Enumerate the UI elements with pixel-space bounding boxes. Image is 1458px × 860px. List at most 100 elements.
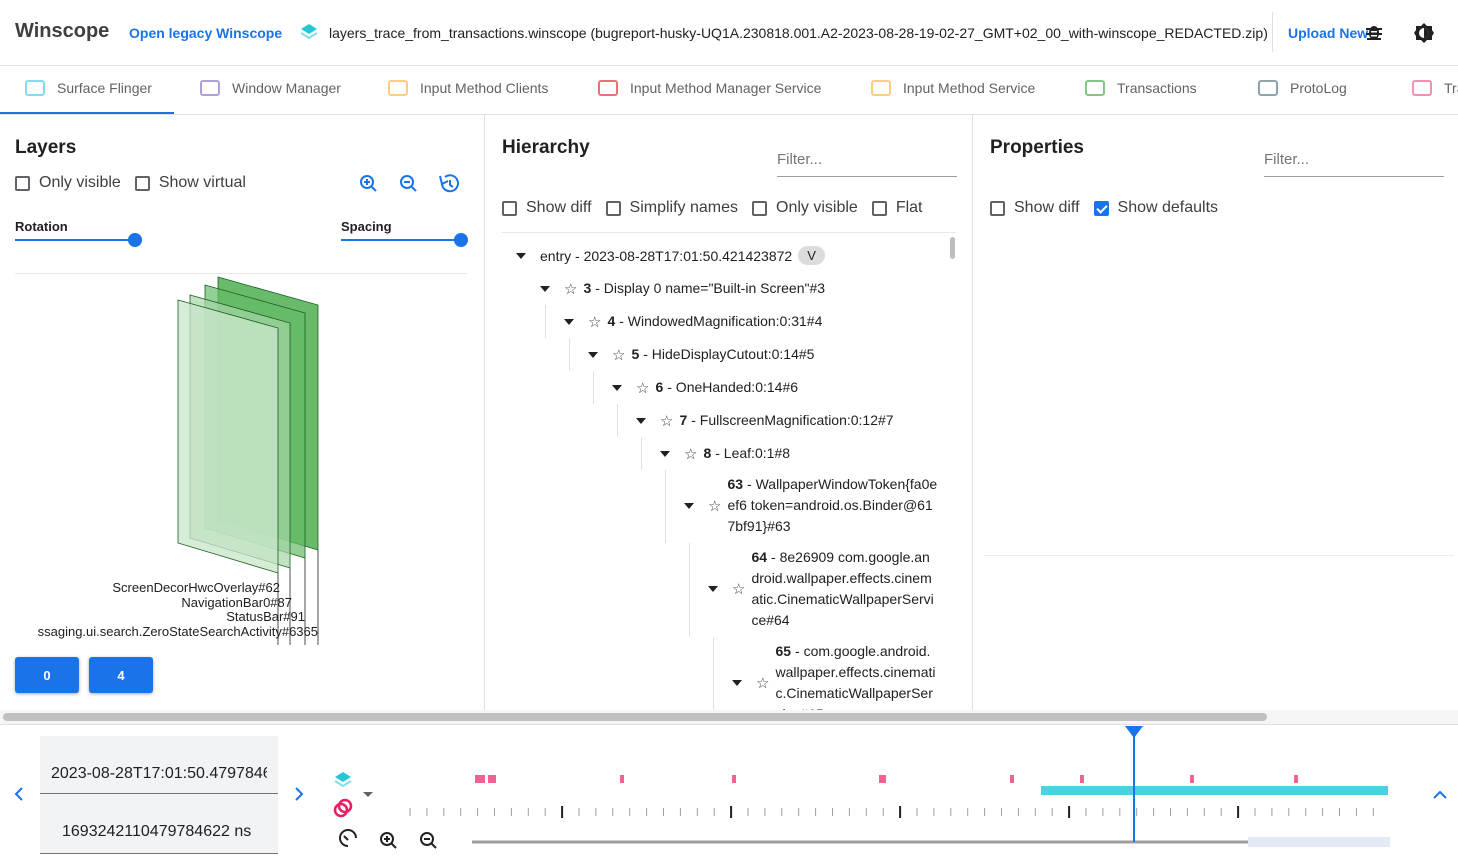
filter-input[interactable]: Filter... (777, 151, 957, 177)
upload-button[interactable]: Upload New (1288, 25, 1369, 41)
tree-node[interactable]: ☆ 8- Leaf:0:1#8 (502, 437, 956, 470)
expand-arrow[interactable] (612, 384, 622, 391)
checkbox-box[interactable] (752, 200, 768, 216)
checkbox[interactable]: Show defaults (1093, 199, 1218, 217)
tree-node[interactable]: ☆ 6- OneHanded:0:14#6 (502, 371, 956, 404)
timestamp-input[interactable]: 2023-08-28T17:01:50.479784622 (51, 765, 267, 782)
slider-thumb[interactable] (454, 233, 468, 247)
legacy-link[interactable]: Open legacy Winscope (129, 25, 283, 41)
checkbox-row: Only visible Show virtual (15, 174, 260, 196)
tree-node[interactable]: ☆ 65- com.google.android.wallpaper.effect… (502, 637, 956, 710)
trace-entry (732, 775, 736, 783)
slider-label: Rotation (15, 219, 68, 234)
zoom-in-button[interactable] (360, 175, 377, 192)
tree-node[interactable]: ☆ 3- Display 0 name="Built-in Screen"#3 (502, 272, 956, 305)
panel-title: Hierarchy (502, 137, 590, 158)
star-icon[interactable]: ☆ (588, 313, 602, 331)
divider (1272, 12, 1273, 52)
checkbox-box[interactable] (134, 175, 150, 191)
file-name: layers_trace_from_transactions.winscope … (329, 25, 1268, 41)
expand-arrow[interactable] (636, 417, 646, 424)
node-id: 5 (631, 346, 640, 362)
checkbox-row: Show diff Show defaults (990, 199, 1232, 221)
theme-toggle[interactable] (1413, 22, 1435, 44)
checkbox[interactable]: Show diff (990, 199, 1080, 217)
expand-arrow[interactable] (684, 502, 694, 509)
checkbox[interactable]: Show diff (502, 199, 592, 217)
star-icon[interactable]: ☆ (660, 412, 674, 430)
checkbox[interactable]: Only visible (15, 174, 121, 192)
checkbox-box[interactable] (15, 175, 30, 191)
tab[interactable]: Tra (1412, 80, 1458, 96)
node-label: 3- Display 0 name="Built-in Screen"#3 (583, 278, 825, 299)
tab[interactable]: ProtoLog (1258, 80, 1347, 96)
star-icon[interactable]: ☆ (756, 675, 770, 692)
checkbox-label: Show diff (526, 199, 592, 216)
expand-arrow[interactable] (708, 586, 718, 592)
node-name: - WallpaperWindowToken{fa0eef6 token=and… (727, 476, 938, 534)
checkbox-box[interactable] (605, 200, 621, 216)
node-label: 6- OneHanded:0:14#6 (655, 377, 798, 398)
tab-label: Input Method Service (903, 80, 1036, 96)
tab[interactable]: Input Method Manager Service (598, 80, 821, 96)
tree-node[interactable]: entry - 2023-08-28T17:01:50.421423872 V (516, 239, 825, 272)
expand-arrow[interactable] (516, 252, 526, 259)
tree-node[interactable]: ☆ 63- WallpaperWindowToken{fa0eef6 token=… (502, 470, 956, 543)
checkbox-box[interactable] (990, 200, 1005, 216)
checkbox[interactable]: Simplify names (605, 199, 738, 217)
star-icon[interactable]: ☆ (612, 346, 626, 364)
tree-node[interactable]: ☆ 4- WindowedMagnification:0:31#4 (502, 305, 956, 338)
expand-arrow[interactable] (540, 285, 550, 292)
tree-node[interactable]: ☆ 7- FullscreenMagnification:0:12#7 (502, 404, 956, 437)
tab-label: Input Method Clients (420, 80, 549, 96)
scrollbar (950, 237, 955, 259)
tab-label: ProtoLog (1290, 80, 1347, 96)
next-button[interactable] (292, 786, 306, 802)
slider-track (341, 239, 461, 241)
display-button[interactable]: 4 (89, 657, 153, 693)
checkbox-box[interactable] (502, 200, 517, 216)
tab[interactable]: Input Method Clients (388, 80, 548, 96)
tab-label: Transactions (1117, 80, 1197, 96)
checkbox[interactable]: Show virtual (134, 174, 246, 192)
bug-report-button[interactable] (1364, 22, 1384, 42)
node-id: 8 (703, 445, 712, 461)
node-name: - WindowedMagnification:0:31#4 (619, 313, 823, 329)
checkbox-box[interactable] (1093, 200, 1109, 216)
expand-arrow[interactable] (660, 450, 670, 457)
star-icon[interactable]: ☆ (708, 497, 722, 515)
panel-title: Layers (15, 137, 77, 158)
tab[interactable]: Window Manager (200, 80, 341, 96)
node-label: 8- Leaf:0:1#8 (703, 443, 790, 464)
checkbox-row: Show diff Simplify names Only visible Flat (502, 199, 937, 221)
expand-arrow[interactable] (588, 351, 598, 358)
expand-arrow[interactable] (564, 318, 574, 325)
tab-label: Window Manager (232, 80, 341, 96)
expand-arrow[interactable] (732, 680, 742, 686)
file-icon (300, 24, 318, 40)
tree-node[interactable]: ☆ 5- HideDisplayCutout:0:14#5 (502, 338, 956, 371)
zoom-out-button[interactable] (400, 175, 417, 192)
tab[interactable]: Surface Flinger (25, 80, 152, 96)
display-button[interactable]: 0 (15, 657, 79, 693)
tab[interactable]: Input Method Service (871, 80, 1035, 96)
star-icon[interactable]: ☆ (684, 445, 698, 463)
checkbox[interactable]: Flat (871, 199, 923, 217)
tree-node[interactable]: ☆ 64- 8e26909 com.google.android.wallpape… (502, 543, 956, 637)
slider-thumb[interactable] (128, 233, 142, 247)
scroll-thumb[interactable] (3, 713, 1267, 721)
checkbox-box[interactable] (871, 200, 887, 216)
filter-input[interactable]: Filter... (1264, 151, 1444, 177)
expand-button[interactable] (1432, 788, 1448, 800)
checkbox[interactable]: Only visible (752, 199, 858, 217)
prev-button[interactable] (12, 786, 26, 802)
star-icon[interactable]: ☆ (732, 581, 746, 598)
tree-guide (617, 404, 618, 437)
ns-input[interactable]: 1693242110479784622 ns (62, 823, 252, 840)
star-icon[interactable]: ☆ (636, 379, 650, 397)
trace-entry (879, 775, 886, 783)
tab[interactable]: Transactions (1085, 80, 1197, 96)
star-icon[interactable]: ☆ (564, 280, 578, 298)
reset-button[interactable] (439, 174, 459, 193)
